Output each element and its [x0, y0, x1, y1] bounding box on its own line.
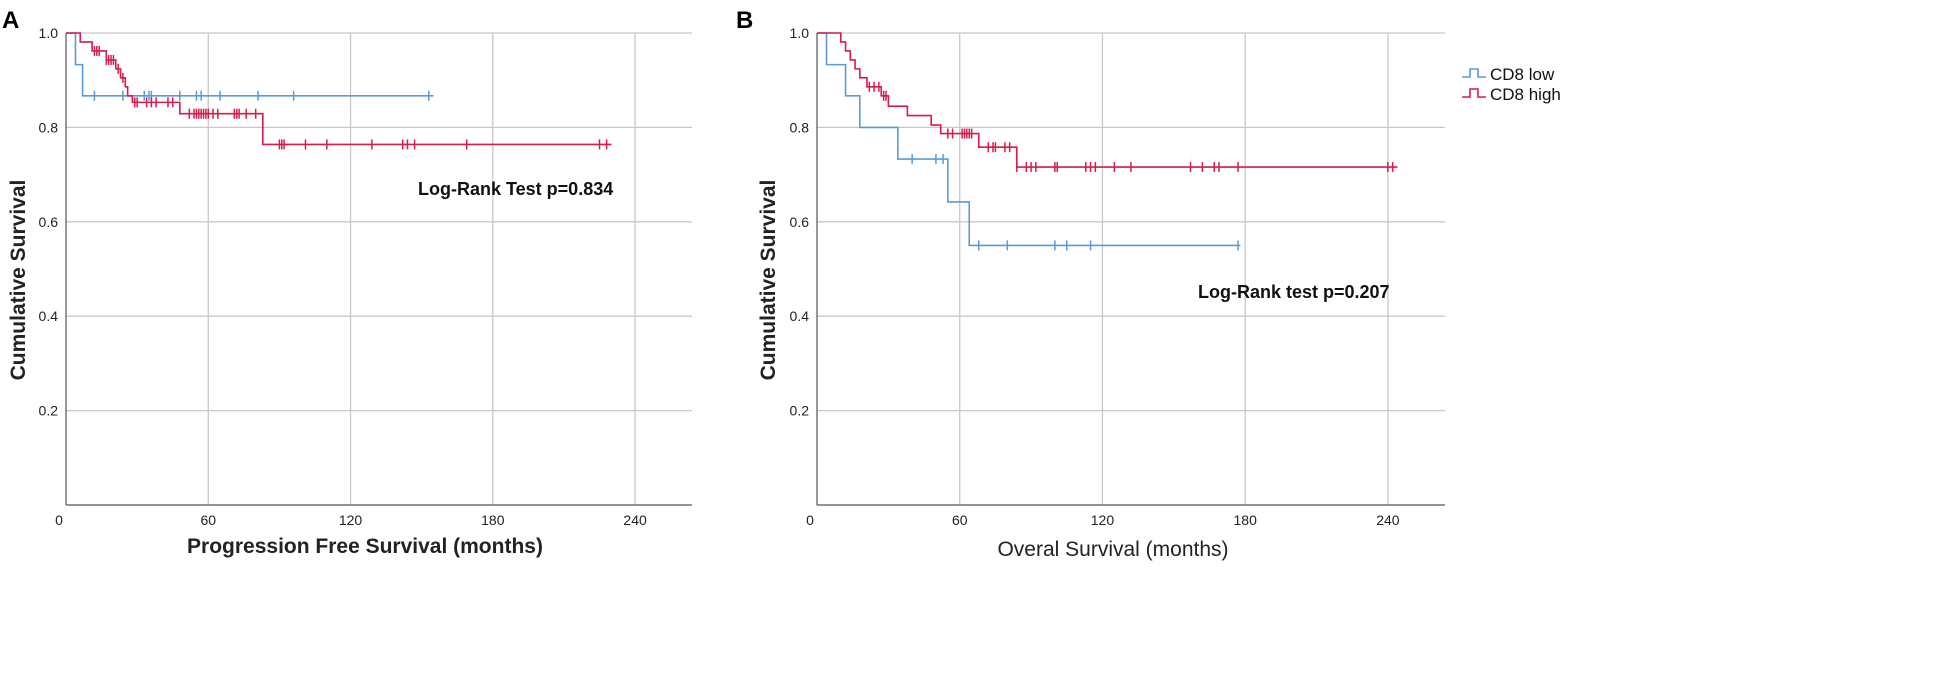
panel-a-letter: A: [2, 7, 19, 34]
panel-b-legend-label-cd8-high: CD8 high: [1490, 85, 1561, 104]
panel-b-ytick-label: 0.8: [790, 119, 810, 135]
panel-a-ytick-label: 0.2: [39, 403, 59, 419]
panel-a-x-axis-label: Progression Free Survival (months): [187, 535, 543, 558]
panel-a-ytick-label: 0.8: [39, 119, 59, 135]
panel-a-xtick-label: 180: [481, 512, 505, 528]
panel-a-xtick-label: 60: [200, 512, 216, 528]
panel-b-xtick-label: 60: [952, 512, 968, 528]
panel-b-ytick-label: 0.2: [790, 403, 810, 419]
panel-b-ytick-label: 1.0: [790, 25, 810, 41]
panel-b-ytick-label: 0.6: [790, 214, 810, 230]
panel-b-xtick-label: 180: [1234, 512, 1258, 528]
panel-b-y-axis-label: Cumulative Survival: [757, 180, 780, 381]
panel-a-cd8-low-curve: [66, 32, 434, 97]
panel-b-xtick-label: 120: [1091, 512, 1115, 528]
panel-b-ytick-label: 0.4: [790, 308, 810, 324]
panel-a-ytick-label: 1.0: [39, 25, 59, 41]
panel-b-x-axis-label: Overal Survival (months): [997, 538, 1228, 561]
panel-a-xtick-label: 120: [339, 512, 363, 528]
panel-b-legend-swatch-cd8-low: [1462, 68, 1486, 78]
panel-a-y-axis-label: Cumulative Survival: [7, 180, 30, 381]
panel-b-chart: B 0.2 0.4 0.6 0.8 1.0 0 60 120 180 240 Overal Survi…: [736, 7, 1561, 561]
panel-a-chart: A 0.2 0.4 0.6 0.8 1.0 0 60 120 180 240 Progression …: [2, 7, 692, 558]
panel-a-ytick-label: 0.6: [39, 214, 59, 230]
panel-b-legend-label-cd8-low: CD8 low: [1490, 65, 1555, 84]
panel-b-legend-swatch-cd8-high: [1462, 88, 1486, 98]
panel-b-xtick-label: 0: [806, 512, 814, 528]
panel-b-cd8-low-curve: [817, 32, 1241, 247]
panel-a-logrank-annotation: Log-Rank Test p=0.834: [418, 179, 613, 199]
panel-b-xtick-label: 240: [1376, 512, 1400, 528]
panel-a-xtick-label: 240: [623, 512, 647, 528]
panel-b-cd8-high-curve: [817, 32, 1398, 168]
panel-b-logrank-annotation: Log-Rank test p=0.207: [1198, 282, 1390, 302]
panel-a-ytick-label: 0.4: [39, 308, 59, 324]
panel-b-letter: B: [736, 7, 753, 34]
panel-a-xtick-label: 0: [55, 512, 63, 528]
